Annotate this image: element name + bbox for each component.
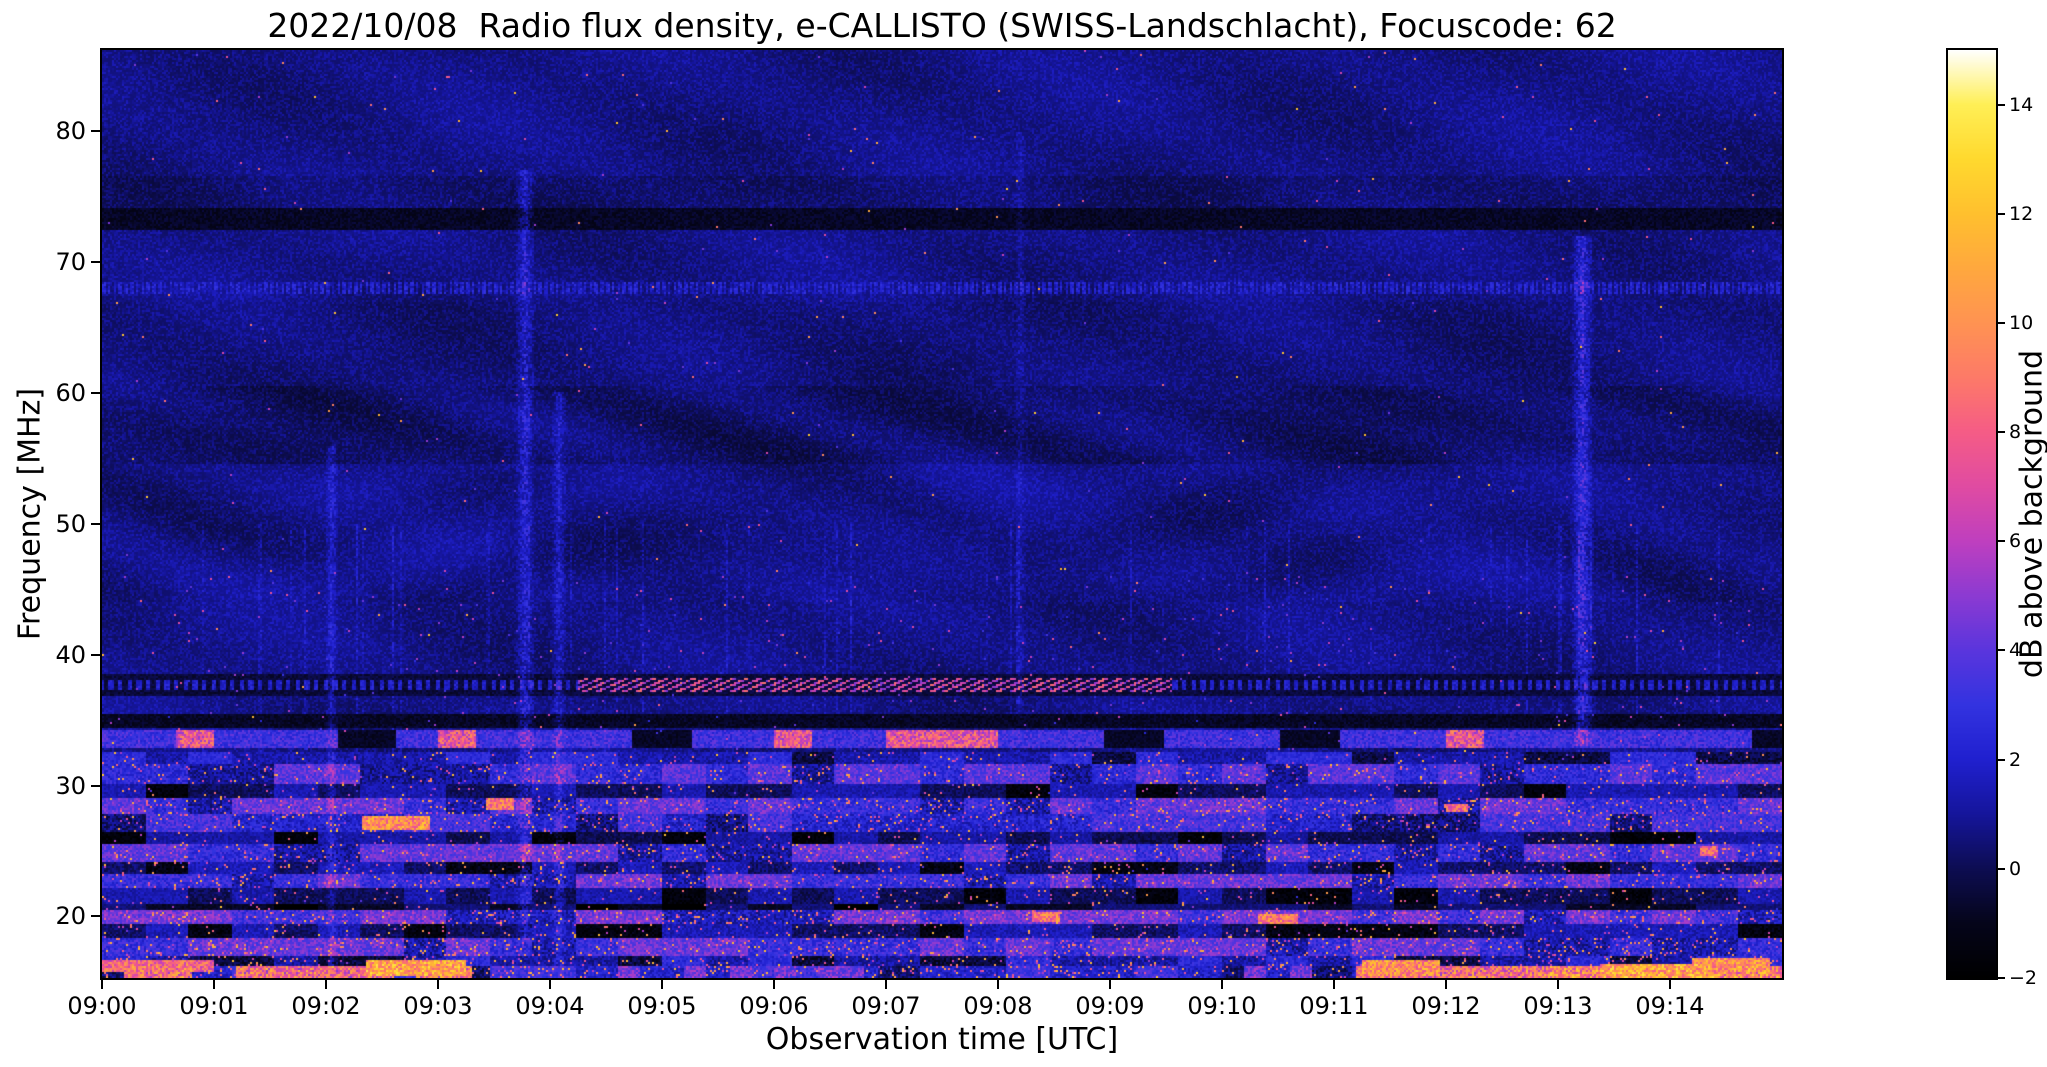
x-tick-mark	[773, 980, 775, 989]
x-tick-label: 09:09	[1075, 992, 1145, 1020]
colorbar-tick-label: 12	[2009, 202, 2034, 225]
x-tick-mark	[325, 980, 327, 989]
x-tick-mark	[1557, 980, 1559, 989]
x-tick-label: 09:14	[1635, 992, 1705, 1020]
y-tick-mark	[91, 653, 100, 656]
x-tick-mark	[661, 980, 663, 989]
x-tick-mark	[1221, 980, 1223, 989]
x-tick-label: 09:02	[291, 992, 361, 1020]
x-tick-mark	[1669, 980, 1671, 989]
y-tick-label: 80	[55, 117, 86, 146]
colorbar-tick-mark	[1998, 977, 2005, 979]
spectrogram-heatmap	[100, 48, 1784, 980]
y-tick-mark	[91, 522, 100, 525]
colorbar-tick-mark	[1998, 867, 2005, 870]
colorbar-tick-mark	[1998, 540, 2005, 543]
x-tick-label: 09:10	[1187, 992, 1257, 1020]
x-tick-mark	[549, 980, 551, 989]
colorbar-tick-label: −2	[2009, 967, 2038, 989]
x-axis-label: Observation time [UTC]	[765, 1022, 1119, 1057]
colorbar-tick-label: 6	[2009, 530, 2022, 553]
y-tick-mark	[91, 391, 100, 394]
y-tick-label: 60	[55, 378, 86, 407]
colorbar-tick-mark	[1998, 212, 2005, 215]
colorbar-tick-mark	[1998, 758, 2005, 761]
y-tick-label: 30	[55, 771, 86, 800]
y-tick-label: 40	[55, 640, 86, 669]
x-tick-mark	[1445, 980, 1447, 989]
x-tick-label: 09:13	[1523, 992, 1593, 1020]
x-tick-mark	[997, 980, 999, 989]
colorbar-tick-mark	[1998, 649, 2005, 652]
x-tick-mark	[213, 980, 215, 989]
y-tick-label: 20	[55, 902, 86, 931]
colorbar	[1946, 48, 1998, 980]
colorbar-tick-mark	[1998, 321, 2005, 324]
colorbar-tick-label: 2	[2009, 748, 2022, 771]
x-tick-label: 09:11	[1299, 992, 1369, 1020]
x-tick-label: 09:07	[851, 992, 921, 1020]
colorbar-tick-label: 4	[2009, 639, 2022, 662]
colorbar-tick-label: 14	[2009, 93, 2034, 116]
y-tick-mark	[91, 130, 100, 133]
x-tick-label: 09:12	[1411, 992, 1481, 1020]
chart-title: 2022/10/08 Radio flux density, e-CALLIST…	[267, 6, 1617, 45]
x-tick-label: 09:00	[67, 992, 137, 1020]
x-tick-label: 09:05	[627, 992, 697, 1020]
colorbar-tick-label: 8	[2009, 421, 2022, 444]
x-tick-label: 09:04	[515, 992, 585, 1020]
colorbar-tick-mark	[1998, 103, 2005, 106]
y-tick-mark	[91, 261, 100, 264]
colorbar-tick-label: 10	[2009, 311, 2034, 334]
x-tick-mark	[1109, 980, 1111, 989]
x-tick-mark	[1333, 980, 1335, 989]
y-tick-label: 50	[55, 509, 86, 538]
x-tick-mark	[885, 980, 887, 989]
x-tick-label: 09:08	[963, 992, 1033, 1020]
colorbar-tick-mark	[1998, 431, 2005, 434]
y-tick-mark	[91, 784, 100, 787]
x-tick-mark	[437, 980, 439, 989]
colorbar-label: dB above background	[2014, 349, 2047, 679]
y-tick-label: 70	[55, 248, 86, 277]
y-tick-mark	[91, 915, 100, 918]
colorbar-tick-label: 0	[2009, 857, 2022, 880]
x-tick-label: 09:01	[179, 992, 249, 1020]
x-tick-label: 09:03	[403, 992, 473, 1020]
x-tick-mark	[101, 980, 103, 989]
x-tick-label: 09:06	[739, 992, 809, 1020]
